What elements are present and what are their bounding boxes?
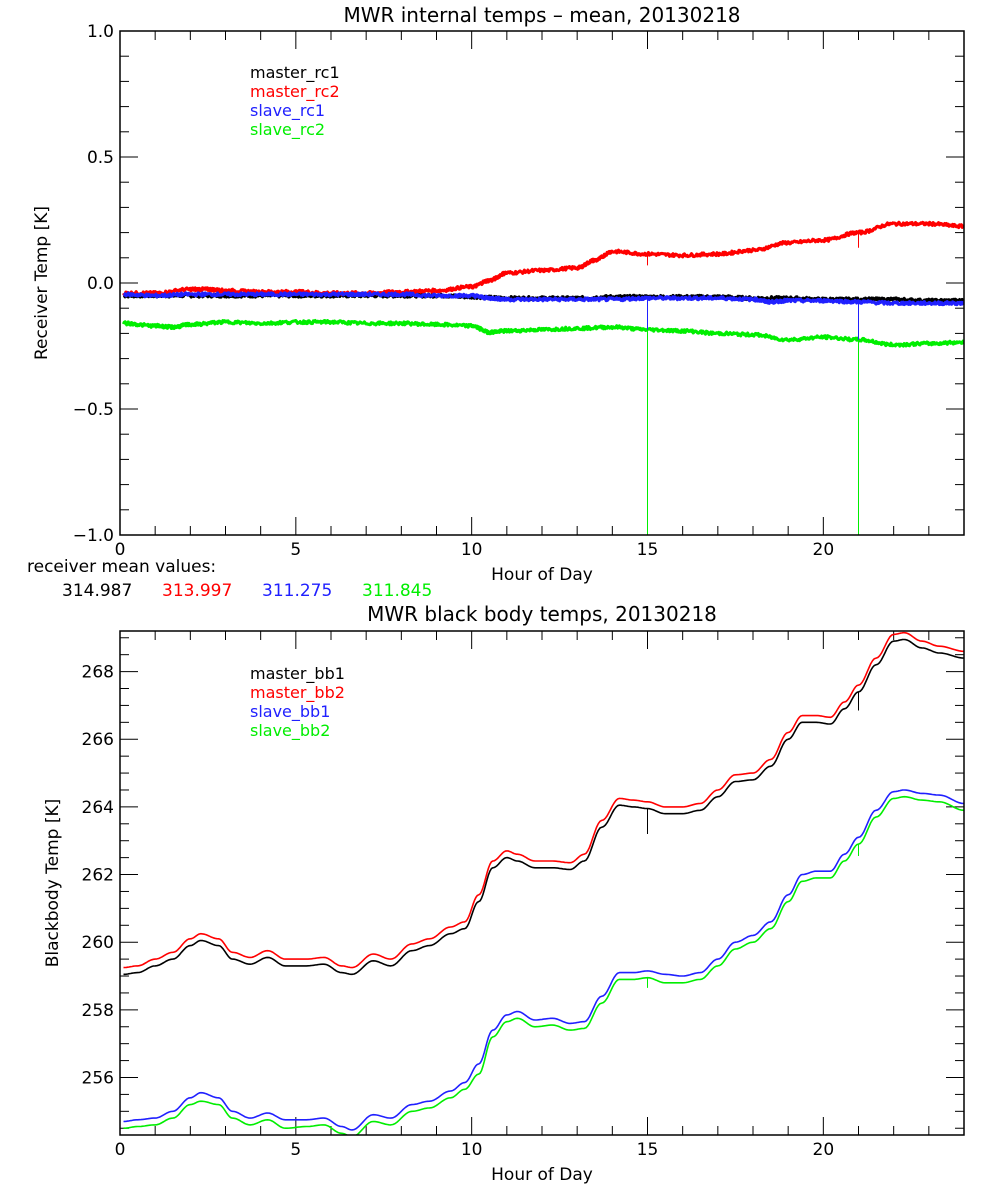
receiver-mean-values: 314.987 313.997 311.275 311.845 (62, 581, 432, 601)
y-tick-label: 264 (82, 798, 114, 818)
receiver-chart: MWR internal temps – mean, 20130218 0 5 10… (27, 3, 965, 601)
legend-entry-slave_rc1: slave_rc1 (250, 101, 325, 121)
y-tick-label: 260 (82, 933, 114, 953)
y-tick-label: 268 (82, 663, 114, 683)
y-tick-label: 262 (82, 866, 114, 886)
x-tick-label: 15 (637, 540, 659, 560)
legend-entry-slave_bb2: slave_bb2 (250, 721, 330, 741)
legend-entry-master_bb1: master_bb1 (250, 664, 345, 684)
legend-entry-slave_rc2: slave_rc2 (250, 120, 325, 140)
receiver-y-axis-label: Receiver Temp [K] (32, 206, 52, 360)
y-tick-label: 0.0 (87, 274, 114, 294)
receiver-mean-value: 314.987 (62, 581, 132, 601)
receiver-mean-value: 311.845 (362, 581, 432, 601)
x-tick-label: 0 (115, 1140, 126, 1160)
x-tick-label: 20 (813, 540, 835, 560)
blackbody-plot-frame (119, 630, 965, 1136)
series-line-master_bb2 (123, 631, 964, 969)
blackbody-y-axis-label: Blackbody Temp [K] (43, 799, 63, 968)
x-tick-label: 15 (637, 1140, 659, 1160)
series-line-slave_bb1 (123, 789, 964, 1131)
blackbody-chart: MWR black body temps, 20130218 0 5 10 15 20 2… (43, 602, 965, 1185)
receiver-mean-value: 313.997 (162, 581, 232, 601)
legend-entry-slave_bb1: slave_bb1 (250, 702, 330, 722)
series-line-master_bb1 (123, 638, 964, 976)
x-tick-label: 5 (290, 540, 301, 560)
legend-entry-master_bb2: master_bb2 (250, 683, 345, 703)
receiver-ticks (119, 30, 965, 536)
receiver-plot-frame (119, 30, 965, 536)
receiver-tick-labels: 0 5 10 15 20 1.0 0.5 0.0 −0.5 −1.0 (73, 22, 834, 560)
y-tick-label: −1.0 (73, 526, 114, 546)
x-tick-label: 5 (290, 1140, 301, 1160)
blackbody-series (123, 631, 964, 1135)
y-tick-label: 0.5 (87, 148, 114, 168)
blackbody-chart-title: MWR black body temps, 20130218 (367, 602, 717, 626)
series-line-slave_rc2 (122, 319, 964, 348)
x-tick-label: 20 (813, 1140, 835, 1160)
y-tick-label: 258 (82, 1001, 114, 1021)
blackbody-tick-labels: 0 5 10 15 20 256 258 260 262 264 266 268 (82, 663, 835, 1160)
y-tick-label: 1.0 (87, 22, 114, 42)
blackbody-x-axis-label: Hour of Day (491, 1165, 593, 1185)
series-line-master_rc2 (122, 220, 964, 297)
receiver-x-axis-label: Hour of Day (491, 565, 593, 585)
legend-entry-master_rc1: master_rc1 (250, 63, 340, 83)
y-tick-label: −0.5 (73, 400, 114, 420)
y-tick-label: 256 (82, 1068, 114, 1088)
x-tick-label: 10 (461, 540, 483, 560)
receiver-mean-label: receiver mean values: (27, 557, 216, 577)
x-tick-label: 0 (115, 540, 126, 560)
receiver-chart-title: MWR internal temps – mean, 20130218 (343, 3, 740, 27)
series-line-slave_bb2 (123, 795, 964, 1135)
receiver-mean-value: 311.275 (262, 581, 332, 601)
y-tick-label: 266 (82, 730, 114, 750)
series-line-slave_rc1 (122, 291, 964, 307)
legend-entry-master_rc2: master_rc2 (250, 82, 340, 102)
receiver-series (122, 220, 964, 535)
x-tick-label: 10 (461, 1140, 483, 1160)
blackbody-ticks (119, 631, 965, 1135)
